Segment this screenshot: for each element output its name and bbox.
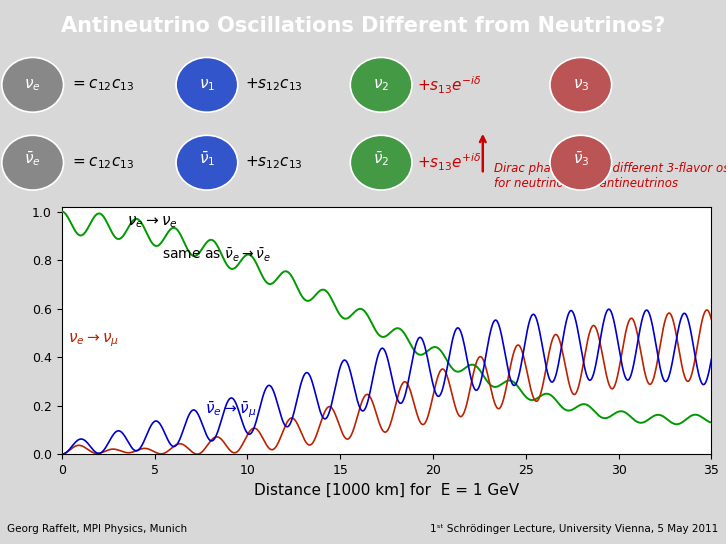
Text: Dirac phase causes different 3-flavor oscillations
for neutrinos and antineutrin: Dirac phase causes different 3-flavor os… (494, 162, 726, 190)
Text: $\bar{\nu}_{3}$: $\bar{\nu}_{3}$ (573, 149, 589, 168)
Text: $+ s_{12}c_{13}$: $+ s_{12}c_{13}$ (245, 154, 303, 171)
Text: 1ˢᵗ Schrödinger Lecture, University Vienna, 5 May 2011: 1ˢᵗ Schrödinger Lecture, University Vien… (431, 524, 719, 534)
Ellipse shape (176, 135, 238, 190)
Text: $= c_{12}c_{13}$: $= c_{12}c_{13}$ (70, 77, 134, 92)
Text: $\bar{\nu}_{e}$: $\bar{\nu}_{e}$ (24, 149, 41, 168)
X-axis label: Distance [1000 km] for  E = 1 GeV: Distance [1000 km] for E = 1 GeV (254, 483, 519, 498)
Ellipse shape (1, 58, 64, 112)
Text: $= c_{12}c_{13}$: $= c_{12}c_{13}$ (70, 155, 134, 170)
Ellipse shape (550, 135, 612, 190)
Ellipse shape (351, 58, 412, 112)
Ellipse shape (550, 58, 612, 112)
Text: $+ s_{13}e^{-i\delta}$: $+ s_{13}e^{-i\delta}$ (417, 74, 482, 96)
Text: $\nu_{e}$: $\nu_{e}$ (25, 77, 41, 92)
Text: $\nu_{3}$: $\nu_{3}$ (573, 77, 589, 92)
Text: $\nu_{2}$: $\nu_{2}$ (373, 77, 389, 92)
Text: Georg Raffelt, MPI Physics, Munich: Georg Raffelt, MPI Physics, Munich (7, 524, 187, 534)
Ellipse shape (351, 135, 412, 190)
Text: $+ s_{12}c_{13}$: $+ s_{12}c_{13}$ (245, 77, 303, 93)
Text: Antineutrino Oscillations Different from Neutrinos?: Antineutrino Oscillations Different from… (61, 16, 665, 36)
Ellipse shape (176, 58, 238, 112)
Text: $\bar{\nu}_e \to \bar{\nu}_\mu$: $\bar{\nu}_e \to \bar{\nu}_\mu$ (205, 399, 256, 420)
Text: $\bar{\nu}_{2}$: $\bar{\nu}_{2}$ (373, 149, 389, 168)
Text: $\bar{\nu}_{1}$: $\bar{\nu}_{1}$ (199, 149, 215, 168)
Text: $\nu_e \to \nu_\mu$: $\nu_e \to \nu_\mu$ (68, 332, 119, 349)
Ellipse shape (1, 135, 64, 190)
Text: same as $\bar{\nu}_e \to \bar{\nu}_e$: same as $\bar{\nu}_e \to \bar{\nu}_e$ (163, 246, 272, 263)
Text: $\nu_e \to \nu_e$: $\nu_e \to \nu_e$ (127, 214, 178, 230)
Text: $+ s_{13}e^{+i\delta}$: $+ s_{13}e^{+i\delta}$ (417, 152, 482, 174)
Text: $\nu_{1}$: $\nu_{1}$ (199, 77, 215, 92)
